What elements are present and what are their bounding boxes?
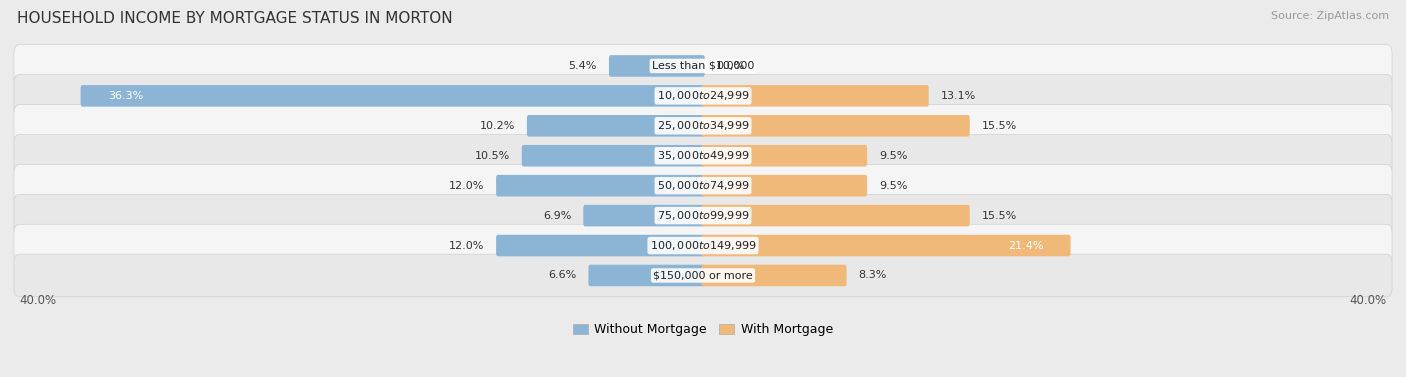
Text: $75,000 to $99,999: $75,000 to $99,999 [657,209,749,222]
FancyBboxPatch shape [702,115,970,136]
Text: 21.4%: 21.4% [1008,241,1043,251]
FancyBboxPatch shape [702,205,970,226]
FancyBboxPatch shape [609,55,704,77]
Text: $50,000 to $74,999: $50,000 to $74,999 [657,179,749,192]
FancyBboxPatch shape [522,145,704,167]
Text: 12.0%: 12.0% [449,181,484,191]
Text: 40.0%: 40.0% [20,294,56,307]
Text: Less than $10,000: Less than $10,000 [652,61,754,71]
Text: 15.5%: 15.5% [981,211,1017,221]
FancyBboxPatch shape [496,235,704,256]
FancyBboxPatch shape [702,175,868,196]
Text: 36.3%: 36.3% [108,91,143,101]
FancyBboxPatch shape [14,75,1392,117]
FancyBboxPatch shape [702,85,929,107]
Text: $100,000 to $149,999: $100,000 to $149,999 [650,239,756,252]
Text: 0.0%: 0.0% [717,61,745,71]
Text: $10,000 to $24,999: $10,000 to $24,999 [657,89,749,103]
FancyBboxPatch shape [14,104,1392,147]
Text: 13.1%: 13.1% [941,91,976,101]
Text: 40.0%: 40.0% [1350,294,1386,307]
Text: 15.5%: 15.5% [981,121,1017,131]
Text: 9.5%: 9.5% [879,151,907,161]
FancyBboxPatch shape [527,115,704,136]
Text: $35,000 to $49,999: $35,000 to $49,999 [657,149,749,162]
Text: 12.0%: 12.0% [449,241,484,251]
Legend: Without Mortgage, With Mortgage: Without Mortgage, With Mortgage [568,319,838,342]
FancyBboxPatch shape [702,145,868,167]
FancyBboxPatch shape [14,195,1392,237]
Text: HOUSEHOLD INCOME BY MORTGAGE STATUS IN MORTON: HOUSEHOLD INCOME BY MORTGAGE STATUS IN M… [17,11,453,26]
FancyBboxPatch shape [80,85,704,107]
Text: 9.5%: 9.5% [879,181,907,191]
Text: 10.5%: 10.5% [475,151,510,161]
Text: 10.2%: 10.2% [479,121,515,131]
Text: Source: ZipAtlas.com: Source: ZipAtlas.com [1271,11,1389,21]
FancyBboxPatch shape [702,265,846,286]
FancyBboxPatch shape [583,205,704,226]
Text: 8.3%: 8.3% [859,270,887,280]
Text: 6.9%: 6.9% [543,211,571,221]
FancyBboxPatch shape [14,164,1392,207]
Text: $25,000 to $34,999: $25,000 to $34,999 [657,119,749,132]
FancyBboxPatch shape [14,254,1392,297]
Text: 5.4%: 5.4% [568,61,598,71]
FancyBboxPatch shape [496,175,704,196]
Text: $150,000 or more: $150,000 or more [654,270,752,280]
FancyBboxPatch shape [14,135,1392,177]
FancyBboxPatch shape [14,45,1392,87]
Text: 6.6%: 6.6% [548,270,576,280]
FancyBboxPatch shape [589,265,704,286]
FancyBboxPatch shape [702,235,1070,256]
FancyBboxPatch shape [14,224,1392,267]
